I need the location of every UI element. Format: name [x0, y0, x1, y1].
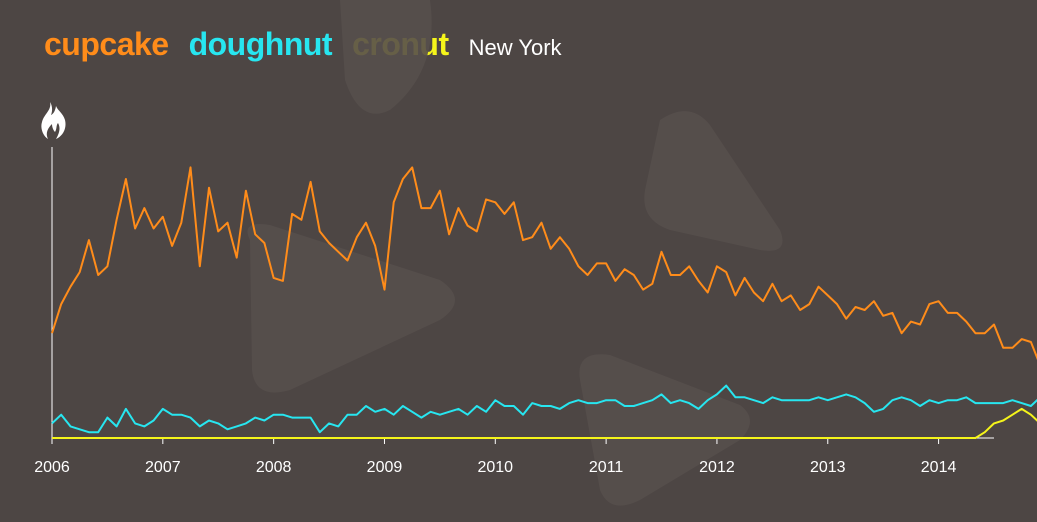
legend-cupcake[interactable]: cupcake	[44, 26, 169, 62]
x-tick-label: 2008	[256, 459, 292, 476]
watermark-shape-bottom	[579, 354, 750, 506]
legend-region: New York	[468, 35, 562, 60]
x-ticks: 2006 2007 2008 2009 2010 2011 2012 2013 2014	[34, 438, 956, 476]
watermark-shape-right	[644, 111, 783, 251]
x-tick-label: 2009	[367, 459, 403, 476]
x-tick-label: 2007	[145, 459, 181, 476]
series-line-cronut	[52, 407, 1037, 439]
x-tick-label: 2010	[477, 459, 513, 476]
flame-icon	[41, 102, 66, 139]
x-tick-label: 2012	[699, 459, 735, 476]
series-lines	[51, 166, 1037, 439]
series-line-doughnut	[51, 384, 1037, 434]
x-tick-label: 2014	[921, 459, 957, 476]
legend-doughnut[interactable]: doughnut	[188, 26, 333, 62]
x-tick-label: 2011	[589, 459, 624, 476]
background-watermark	[247, 0, 783, 506]
watermark-shape-left	[247, 224, 455, 393]
watermark-shape-top	[340, 0, 432, 114]
series-line-cupcake	[51, 166, 1037, 360]
chart-legend: cupcake doughnut cronut New York	[44, 26, 562, 63]
x-tick-label: 2006	[34, 459, 70, 476]
x-tick-label: 2013	[810, 459, 846, 476]
